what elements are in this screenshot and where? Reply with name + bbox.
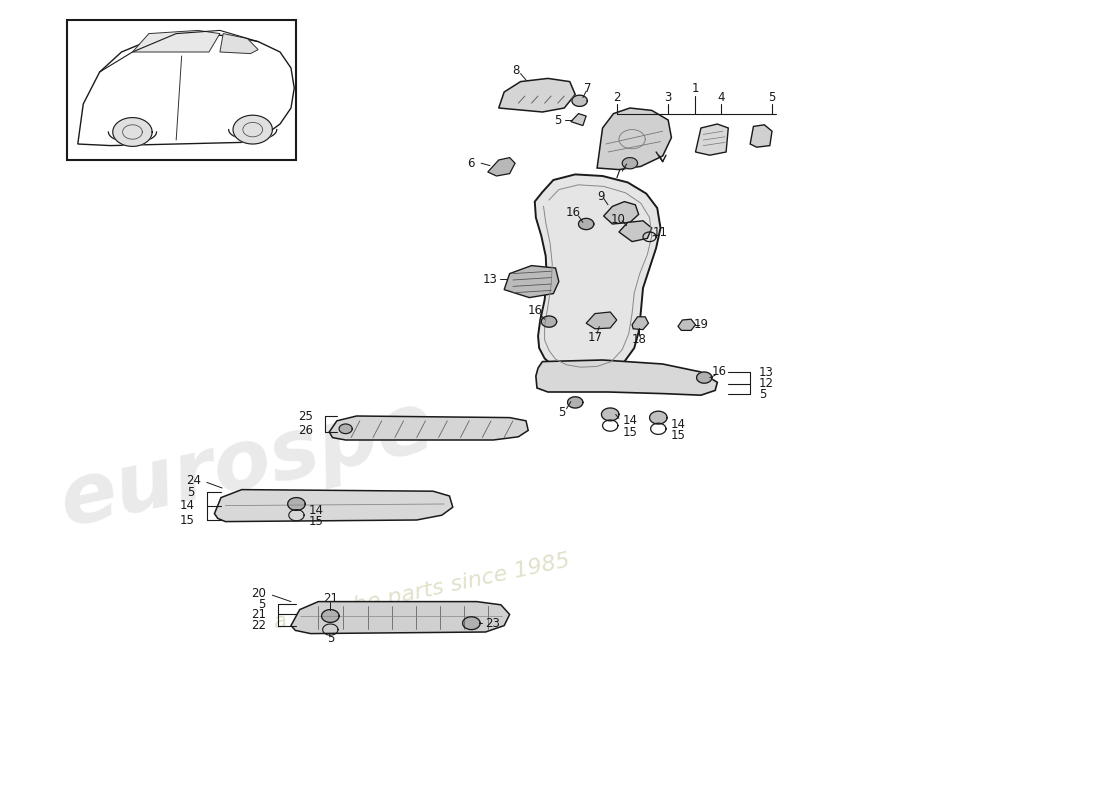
Text: 18: 18: [631, 333, 646, 346]
Text: 21: 21: [251, 608, 266, 621]
Text: 19: 19: [693, 318, 708, 331]
Polygon shape: [623, 158, 638, 169]
Text: 5: 5: [327, 632, 334, 645]
Text: 16: 16: [527, 304, 542, 317]
Text: 4: 4: [717, 91, 725, 104]
Text: 21: 21: [322, 592, 338, 605]
Text: 22: 22: [251, 619, 266, 632]
Text: 16: 16: [565, 206, 581, 219]
Polygon shape: [329, 416, 528, 440]
Polygon shape: [321, 610, 339, 622]
Polygon shape: [463, 617, 480, 630]
Polygon shape: [572, 95, 587, 106]
Polygon shape: [568, 397, 583, 408]
Polygon shape: [504, 266, 559, 298]
Text: 14: 14: [670, 418, 685, 430]
Text: 15: 15: [623, 426, 637, 438]
Text: 14: 14: [179, 499, 195, 512]
Text: 15: 15: [180, 514, 195, 526]
Text: 14: 14: [623, 414, 637, 427]
Polygon shape: [586, 312, 617, 329]
Text: 24: 24: [186, 474, 201, 486]
Polygon shape: [233, 115, 273, 144]
Polygon shape: [113, 118, 152, 146]
Text: 8: 8: [513, 64, 520, 77]
Polygon shape: [750, 125, 772, 147]
Polygon shape: [619, 221, 652, 242]
Polygon shape: [536, 360, 717, 395]
Text: 9: 9: [597, 190, 605, 202]
Polygon shape: [678, 319, 695, 330]
Polygon shape: [498, 78, 575, 112]
Polygon shape: [214, 490, 453, 522]
Text: 20: 20: [251, 587, 266, 600]
Text: 13: 13: [759, 366, 773, 378]
Text: 7: 7: [583, 82, 591, 95]
Text: a porsche parts since 1985: a porsche parts since 1985: [272, 550, 572, 634]
Text: 15: 15: [308, 515, 323, 528]
Polygon shape: [339, 424, 352, 434]
Polygon shape: [602, 408, 619, 421]
Polygon shape: [571, 114, 586, 126]
Text: 14: 14: [308, 504, 323, 517]
Text: 10: 10: [610, 213, 625, 226]
Text: 5: 5: [258, 598, 266, 610]
Polygon shape: [597, 108, 671, 170]
Text: 11: 11: [653, 226, 668, 238]
Text: 13: 13: [483, 273, 497, 286]
Polygon shape: [541, 316, 557, 327]
Polygon shape: [650, 411, 667, 424]
Text: 5: 5: [187, 486, 195, 498]
Text: 5: 5: [759, 388, 767, 401]
Text: 5: 5: [554, 114, 561, 126]
Text: 3: 3: [664, 91, 672, 104]
Text: eurospe: eurospe: [53, 385, 441, 543]
Text: 23: 23: [485, 617, 501, 630]
Text: 12: 12: [759, 377, 774, 390]
Text: 5: 5: [768, 91, 776, 104]
Polygon shape: [579, 218, 594, 230]
Polygon shape: [288, 498, 305, 510]
Text: 2: 2: [613, 91, 620, 104]
Text: 25: 25: [298, 410, 312, 422]
Text: 17: 17: [587, 331, 603, 344]
Text: 16: 16: [712, 365, 727, 378]
Polygon shape: [220, 34, 258, 54]
Polygon shape: [632, 317, 649, 330]
Text: 7: 7: [614, 168, 622, 181]
Polygon shape: [696, 372, 712, 383]
Text: 6: 6: [468, 157, 475, 170]
Text: 5: 5: [559, 406, 565, 419]
Polygon shape: [604, 202, 639, 224]
Text: 15: 15: [670, 429, 685, 442]
Text: 26: 26: [298, 424, 312, 437]
Polygon shape: [132, 30, 220, 52]
Polygon shape: [487, 158, 515, 176]
Polygon shape: [292, 602, 509, 634]
Text: 1: 1: [692, 82, 700, 94]
Polygon shape: [67, 20, 296, 160]
Polygon shape: [695, 124, 728, 155]
Polygon shape: [535, 174, 660, 374]
